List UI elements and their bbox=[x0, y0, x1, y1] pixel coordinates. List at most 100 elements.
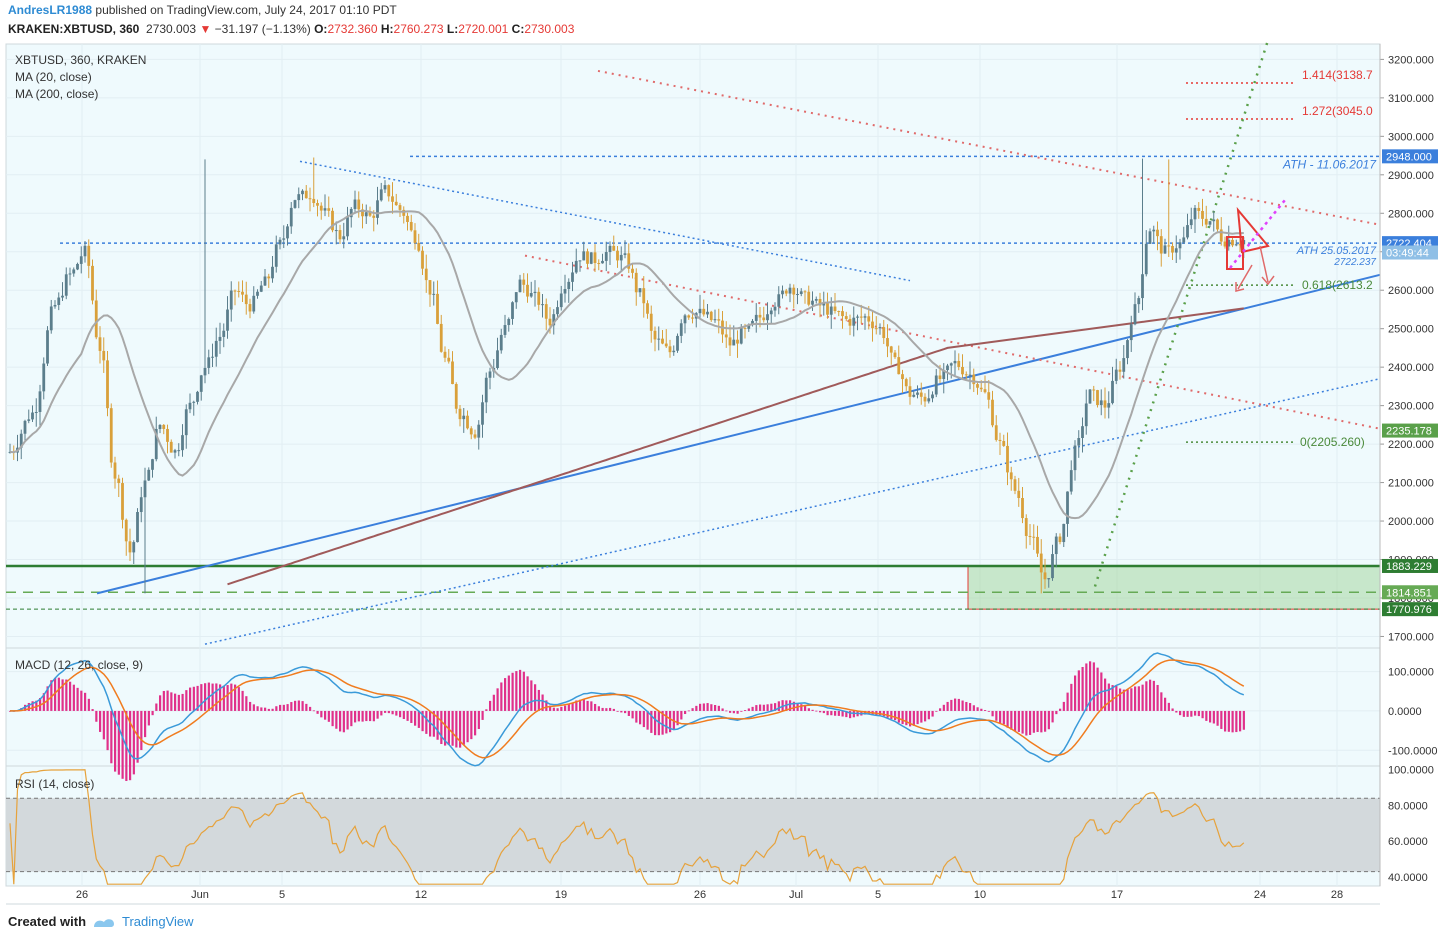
macd-hist-bar bbox=[1044, 710, 1047, 732]
candle-body bbox=[192, 401, 196, 403]
macd-hist-bar bbox=[144, 710, 147, 738]
macd-hist-bar bbox=[624, 710, 627, 714]
candle-body bbox=[923, 396, 927, 402]
price-label: 1883.229 bbox=[1386, 561, 1432, 573]
down-arrow-drawing bbox=[1259, 245, 1275, 286]
candle-body bbox=[511, 302, 514, 319]
macd-hist-bar bbox=[1145, 681, 1148, 711]
candle-body bbox=[488, 371, 492, 378]
candle-body bbox=[1238, 244, 1242, 246]
footer-brand[interactable]: TradingView bbox=[122, 914, 194, 929]
legend-ma20[interactable]: MA (20, close) bbox=[15, 70, 92, 84]
macd-hist-bar bbox=[549, 705, 552, 711]
candle-body bbox=[316, 203, 319, 206]
macd-hist-bar bbox=[365, 710, 368, 722]
candle-body bbox=[1024, 518, 1028, 536]
macd-hist-bar bbox=[189, 687, 192, 711]
macd-hist-bar bbox=[1175, 710, 1178, 713]
candle-body bbox=[87, 245, 91, 266]
candle-body bbox=[1219, 229, 1223, 242]
candle-body bbox=[1133, 304, 1137, 325]
macd-hist-bar bbox=[339, 710, 342, 732]
macd-hist-bar bbox=[1040, 710, 1043, 733]
candle-body bbox=[1069, 470, 1073, 492]
macd-hist-bar bbox=[507, 675, 510, 711]
candle-body bbox=[597, 263, 601, 265]
candle-body bbox=[293, 200, 297, 208]
candle-body bbox=[706, 311, 709, 315]
candle-body bbox=[304, 190, 308, 199]
candle-body bbox=[897, 357, 901, 375]
candle-body bbox=[953, 360, 957, 364]
macd-hist-bar bbox=[301, 701, 304, 711]
macd-hist-bar bbox=[882, 710, 885, 717]
macd-hist-bar bbox=[777, 701, 780, 711]
candle-body bbox=[1197, 207, 1201, 211]
legend-macd[interactable]: MACD (12, 26, close, 9) bbox=[15, 658, 144, 672]
legend-rsi[interactable]: RSI (14, close) bbox=[15, 777, 95, 791]
candle-body bbox=[743, 327, 747, 329]
candle-body bbox=[1009, 472, 1013, 480]
candle-body bbox=[1096, 390, 1099, 406]
candle-body bbox=[762, 317, 766, 321]
x-tick-label: Jun bbox=[191, 889, 209, 901]
macd-hist-bar bbox=[819, 710, 822, 713]
macd-hist-bar bbox=[1070, 683, 1073, 711]
candle-body bbox=[683, 315, 687, 324]
candle-body bbox=[121, 483, 124, 520]
macd-hist-bar bbox=[774, 703, 777, 711]
macd-hist-bar bbox=[1205, 710, 1208, 721]
macd-hist-bar bbox=[976, 707, 979, 711]
candle-body bbox=[372, 215, 376, 218]
macd-hist-bar bbox=[166, 690, 169, 711]
macd-hist-bar bbox=[901, 710, 904, 725]
candle-body bbox=[117, 478, 121, 484]
macd-hist-bar bbox=[1089, 661, 1092, 711]
legend-symbol[interactable]: XBTUSD, 360, KRAKEN bbox=[15, 53, 147, 67]
ma200-line bbox=[227, 307, 1244, 586]
candle-body bbox=[248, 304, 252, 312]
macd-hist-bar bbox=[1074, 675, 1077, 711]
candle-body bbox=[244, 294, 248, 305]
candle-body bbox=[571, 272, 574, 282]
candle-body bbox=[1084, 403, 1088, 427]
price-label: 1814.851 bbox=[1386, 587, 1432, 599]
candle-body bbox=[593, 252, 597, 264]
macd-hist-bar bbox=[1081, 666, 1084, 711]
candle-body bbox=[919, 392, 923, 397]
candle-body bbox=[769, 310, 773, 315]
candle-body bbox=[226, 309, 229, 331]
legend-ma200[interactable]: MA (200, close) bbox=[15, 87, 99, 101]
candle-body bbox=[796, 294, 799, 296]
candle-body bbox=[1171, 245, 1174, 253]
candle-body bbox=[1193, 207, 1197, 220]
candle-body bbox=[1066, 491, 1069, 524]
candle-body bbox=[1152, 229, 1156, 232]
macd-hist-bar bbox=[946, 701, 949, 711]
x-tick-label: 10 bbox=[974, 889, 986, 901]
candle-body bbox=[1028, 535, 1032, 537]
candle-body bbox=[646, 303, 649, 314]
candle-body bbox=[259, 285, 263, 292]
author-link[interactable]: AndresLR1988 bbox=[8, 3, 93, 17]
macd-hist-bar bbox=[766, 704, 769, 711]
macd-hist-bar bbox=[504, 678, 507, 711]
y-tick-label: 100.0000 bbox=[1388, 667, 1434, 679]
candle-body bbox=[188, 402, 192, 410]
macd-hist-bar bbox=[522, 671, 525, 711]
candle-body bbox=[278, 239, 282, 245]
macd-hist-bar bbox=[211, 683, 214, 711]
candle-body bbox=[451, 361, 454, 385]
macd-hist-bar bbox=[834, 710, 837, 716]
candle-body bbox=[428, 280, 432, 295]
flag-box bbox=[1226, 236, 1244, 270]
candle-body bbox=[784, 290, 788, 294]
macd-hist-bar bbox=[759, 704, 762, 711]
candle-body bbox=[349, 208, 353, 218]
candle-body bbox=[1186, 225, 1189, 238]
macd-hist-bar bbox=[305, 703, 308, 711]
macd-hist-bar bbox=[1197, 710, 1200, 717]
macd-hist-bar bbox=[1010, 710, 1013, 730]
macd-hist-bar bbox=[811, 709, 814, 711]
